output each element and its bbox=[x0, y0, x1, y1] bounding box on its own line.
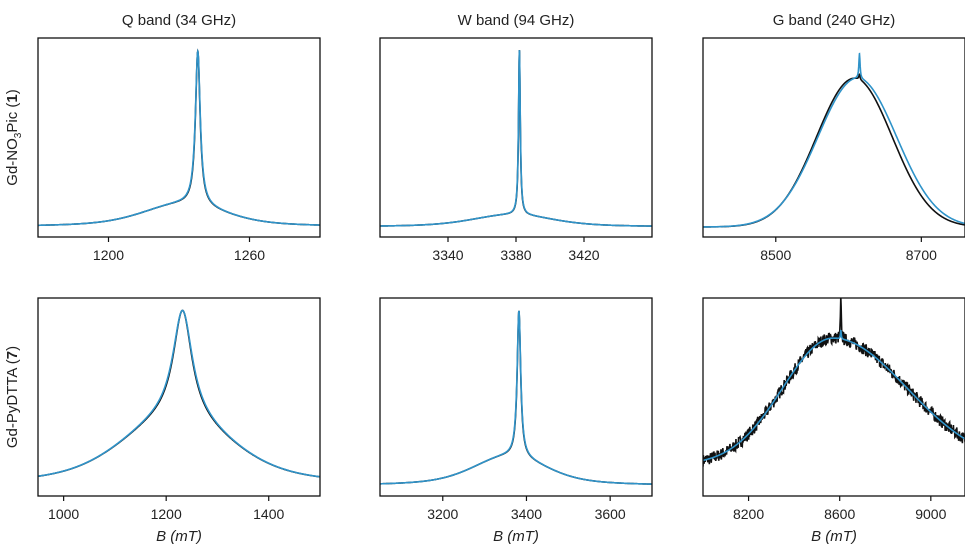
x-tick-label: 1200 bbox=[93, 247, 124, 263]
panel-1-1: 1200 1260 Q band (34 GHz) bbox=[37, 12, 321, 263]
simulated-spectrum-line bbox=[38, 309, 320, 478]
x-tick-label: 1200 bbox=[151, 506, 182, 522]
x-tick-label: 8600 bbox=[824, 506, 855, 522]
panel-1-3: 8500 8700 G band (240 GHz) bbox=[702, 12, 965, 263]
simulated-spectrum-line bbox=[38, 48, 320, 227]
x-tick-label: 3200 bbox=[427, 506, 458, 522]
plot-frame bbox=[702, 37, 965, 238]
panel-2-2: 3200 3400 3600 B (mT) bbox=[379, 297, 653, 545]
row-label: Gd-PyDTTA (7) bbox=[4, 346, 21, 448]
experimental-spectrum-line bbox=[703, 298, 965, 467]
x-tick-label: 8700 bbox=[906, 247, 937, 263]
column-title: Q band (34 GHz) bbox=[122, 12, 236, 29]
experimental-spectrum-line bbox=[703, 73, 965, 228]
x-tick-label: 1260 bbox=[234, 247, 265, 263]
x-tick-label: 3600 bbox=[595, 506, 626, 522]
x-tick-label: 3340 bbox=[432, 247, 463, 263]
panel-1-2: 3340 3380 3420 W band (94 GHz) bbox=[379, 12, 653, 263]
row-label: Gd-NO3Pic (1) bbox=[4, 89, 24, 185]
plot-frame bbox=[379, 37, 653, 238]
panel-2-3: 8200 8600 9000 B (mT) bbox=[702, 297, 965, 545]
simulated-spectrum-line bbox=[703, 329, 965, 462]
x-tick-label: 1400 bbox=[253, 506, 284, 522]
x-tick-label: 1000 bbox=[48, 506, 79, 522]
x-axis-label: B (mT) bbox=[493, 528, 539, 545]
simulated-spectrum-line bbox=[380, 50, 652, 227]
experimental-spectrum-line bbox=[38, 48, 320, 227]
plot-frame bbox=[37, 37, 321, 238]
plot-frame bbox=[37, 297, 321, 497]
simulated-spectrum-line bbox=[703, 52, 965, 228]
simulated-spectrum-line bbox=[380, 310, 652, 485]
plot-frame bbox=[379, 297, 653, 497]
x-axis-label: B (mT) bbox=[811, 528, 857, 545]
x-axis-label: B (mT) bbox=[156, 528, 202, 545]
column-title: G band (240 GHz) bbox=[773, 12, 896, 29]
x-tick-label: 3380 bbox=[500, 247, 531, 263]
plot-frame bbox=[702, 297, 965, 497]
experimental-spectrum-line bbox=[38, 309, 320, 478]
x-tick-label: 8500 bbox=[760, 247, 791, 263]
x-tick-label: 3400 bbox=[511, 506, 542, 522]
column-title: W band (94 GHz) bbox=[458, 12, 575, 29]
x-tick-label: 9000 bbox=[915, 506, 946, 522]
x-tick-label: 3420 bbox=[568, 247, 599, 263]
x-tick-label: 8200 bbox=[733, 506, 764, 522]
panel-2-1: 1000 1200 1400 B (mT) bbox=[37, 297, 321, 545]
